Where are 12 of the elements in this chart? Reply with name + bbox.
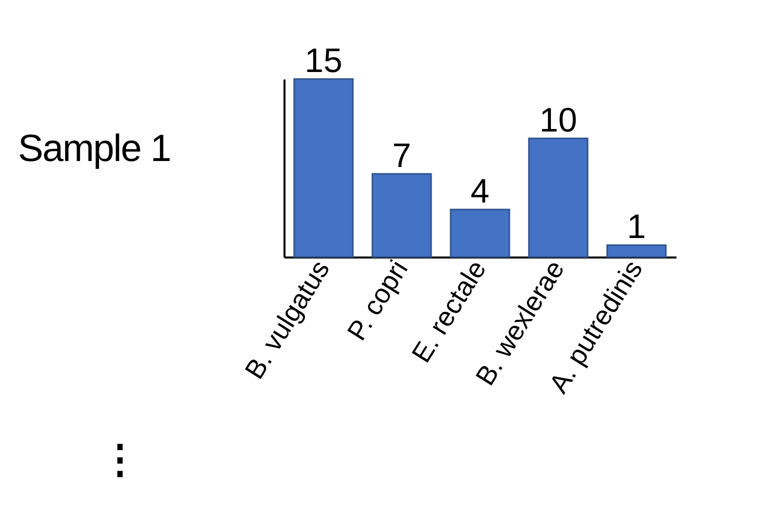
data-label: 1 — [627, 208, 646, 246]
text: Sample 1 — [18, 128, 171, 171]
data-label: 7 — [392, 136, 412, 175]
bar — [528, 138, 588, 258]
data-label: 15 — [304, 42, 342, 80]
bar — [450, 208, 510, 258]
bar — [606, 244, 667, 258]
bar — [293, 78, 354, 258]
data-label: 10 — [539, 101, 578, 140]
bar — [372, 173, 432, 258]
text: ⋮ — [100, 438, 140, 482]
data-label: 4 — [470, 172, 490, 211]
